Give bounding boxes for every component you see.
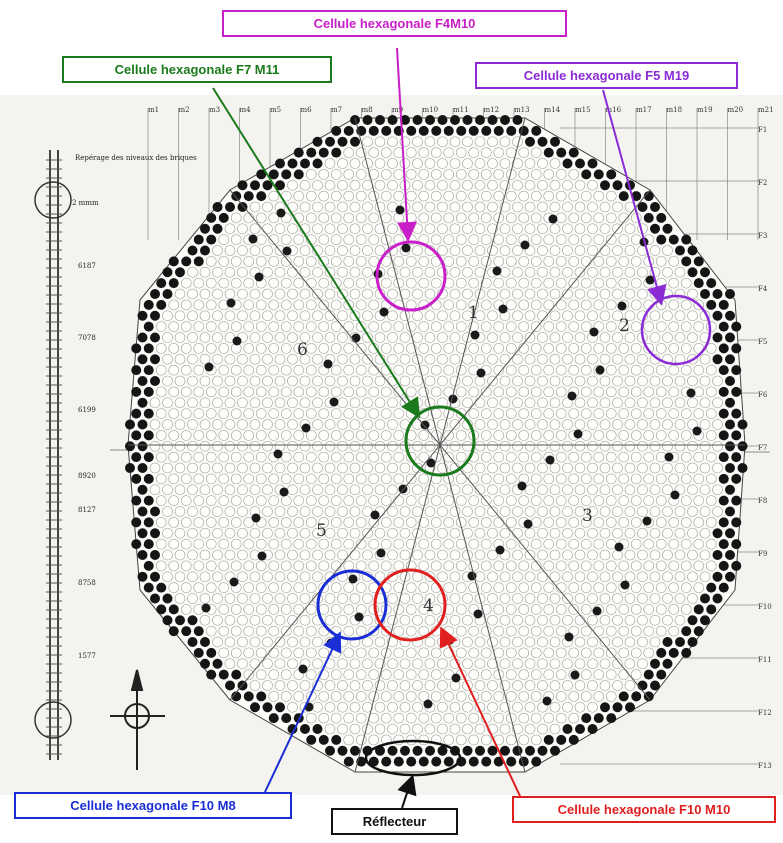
svg-text:1577: 1577 <box>78 652 96 660</box>
column-label: m16 <box>606 106 622 114</box>
column-label: m1 <box>148 106 159 114</box>
label-cellule-f4m10: Cellule hexagonale F4M10 <box>222 10 567 37</box>
svg-text:7078: 7078 <box>78 334 96 342</box>
column-label: m5 <box>270 106 281 114</box>
compass-icon <box>110 669 165 770</box>
sector-number-5: 5 <box>316 521 327 541</box>
sector-number-2: 2 <box>619 316 630 336</box>
sector-number-3: 3 <box>582 506 593 526</box>
sector-numbers: 1 2 3 4 5 6 <box>297 303 630 616</box>
column-label: m3 <box>209 106 220 114</box>
scale-title: Repérage des niveaux des briques <box>75 154 197 162</box>
svg-text:6199: 6199 <box>78 406 96 414</box>
row-label: F13 <box>758 762 772 770</box>
highlight-circle-f5m19 <box>640 294 712 366</box>
row-label: F1 <box>758 126 767 134</box>
label-cellule-f5m19: Cellule hexagonale F5 M19 <box>475 62 738 89</box>
column-label: m19 <box>697 106 713 114</box>
highlight-circle-f10m10 <box>373 568 447 642</box>
column-label: m17 <box>636 106 652 114</box>
label-cellule-f10m10: Cellule hexagonale F10 M10 <box>512 796 776 823</box>
column-label: m6 <box>301 106 313 114</box>
arrow-f4m10 <box>396 47 418 242</box>
arrow-f7m11 <box>212 87 421 419</box>
column-label: m2 <box>179 106 190 114</box>
column-label: m15 <box>575 106 591 114</box>
row-label: F8 <box>758 497 767 505</box>
row-label: F10 <box>758 603 772 611</box>
column-label: m10 <box>423 106 439 114</box>
row-label: F4 <box>758 285 768 293</box>
highlight-circle-f4m10 <box>375 240 447 312</box>
row-label: F12 <box>758 709 772 717</box>
column-label: m21 <box>758 106 774 114</box>
column-label: m14 <box>545 106 561 114</box>
level-scale-ruler: Repérage des niveaux des briques 2 mmm 6… <box>34 150 197 760</box>
svg-text:8920: 8920 <box>78 472 96 480</box>
column-label: m13 <box>514 106 530 114</box>
row-label: F9 <box>758 550 767 558</box>
svg-text:6187: 6187 <box>78 262 96 270</box>
label-reflecteur: Réflecteur <box>331 808 458 835</box>
column-label: m7 <box>331 106 342 114</box>
row-label: F7 <box>758 444 767 452</box>
reactor-core-hexagon <box>125 115 748 773</box>
column-label: m20 <box>728 106 744 114</box>
arrow-f5m19 <box>602 89 667 306</box>
column-label: m8 <box>362 106 373 114</box>
row-labels: F1 F2 F3 F4 F5 F6 F7 F8 F9 F10 F11 F12 F13 <box>758 126 772 770</box>
highlight-circle-f7m11 <box>404 405 476 477</box>
column-labels: m1 m2 m3 m4 m5 m6 m7 m8 m9 m10 m11 m12 m13 m14 m15 m16 m… <box>148 106 774 114</box>
column-label: m4 <box>240 106 252 114</box>
label-cellule-f7m11: Cellule hexagonale F7 M11 <box>62 56 332 83</box>
column-label: m9 <box>392 106 403 114</box>
label-cellule-f10m8: Cellule hexagonale F10 M8 <box>14 792 292 819</box>
svg-text:2 mmm: 2 mmm <box>72 199 99 207</box>
column-label: m11 <box>453 106 469 114</box>
row-label: F6 <box>758 391 768 399</box>
sector-number-4: 4 <box>423 596 434 616</box>
arrow-f10m10 <box>439 626 521 797</box>
arrow-f10m8 <box>264 631 342 793</box>
column-label: m18 <box>667 106 683 114</box>
svg-text:8758: 8758 <box>78 579 96 587</box>
arrow-reflecteur <box>397 774 417 809</box>
sector-number-6: 6 <box>297 340 308 360</box>
svg-text:8127: 8127 <box>78 506 96 514</box>
highlight-circle-f10m8 <box>316 569 388 641</box>
row-label: F2 <box>758 179 767 187</box>
row-label: F5 <box>758 338 767 346</box>
sector-number-1: 1 <box>468 303 479 323</box>
row-label: F3 <box>758 232 767 240</box>
row-label: F11 <box>758 656 772 664</box>
column-label: m12 <box>484 106 500 114</box>
